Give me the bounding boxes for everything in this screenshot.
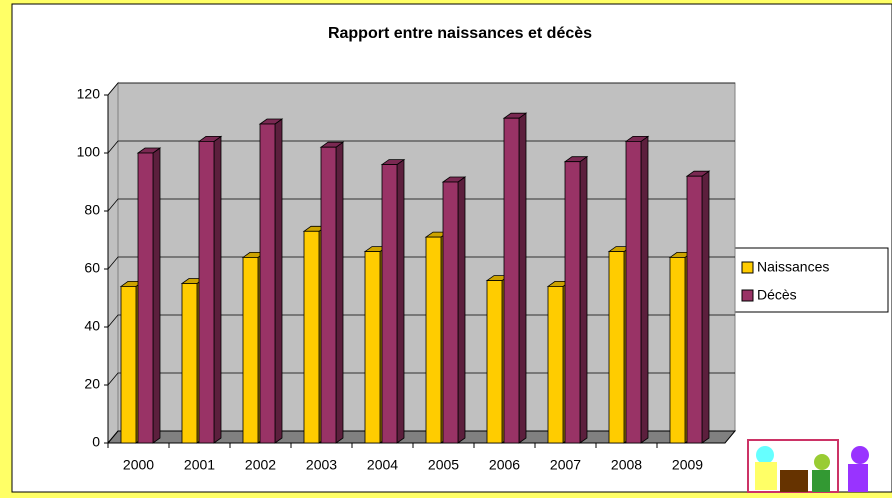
bar	[442, 181, 459, 444]
bar	[381, 164, 398, 444]
grid-line	[107, 430, 735, 444]
bar	[669, 256, 686, 444]
bar	[242, 256, 259, 444]
bar-side	[640, 135, 649, 444]
bar-side	[335, 141, 344, 444]
bar	[137, 152, 154, 444]
y-tick-label: 40	[84, 318, 100, 334]
bar	[425, 236, 442, 444]
bar-side	[579, 155, 588, 444]
grid-line	[107, 198, 735, 212]
bar	[486, 280, 503, 444]
bar	[120, 285, 137, 444]
x-tick-label: 2008	[611, 457, 642, 473]
bar	[608, 251, 625, 444]
bar	[198, 140, 215, 444]
y-tick-label: 80	[84, 202, 100, 218]
x-tick-label: 2004	[367, 457, 398, 473]
grid-line	[107, 314, 735, 328]
y-tick-label: 60	[84, 260, 100, 276]
x-tick-label: 2001	[184, 457, 215, 473]
y-tick-label: 120	[77, 86, 101, 102]
x-tick-label: 2003	[306, 457, 337, 473]
chart-title: Rapport entre naissances et décès	[328, 25, 592, 42]
x-tick-label: 2009	[672, 457, 703, 473]
grid-line	[107, 82, 735, 96]
bar-side	[701, 170, 710, 444]
bar-side	[213, 135, 222, 444]
bar	[259, 123, 276, 444]
bar-side	[457, 176, 466, 444]
grid-line	[107, 140, 735, 154]
bar	[503, 117, 520, 444]
bar	[564, 161, 581, 444]
bar	[303, 230, 320, 444]
bar	[364, 251, 381, 444]
y-tick-label: 20	[84, 376, 100, 392]
x-tick-label: 2000	[123, 457, 154, 473]
x-tick-label: 2007	[550, 457, 581, 473]
bar-side	[274, 118, 283, 444]
bar	[320, 146, 337, 444]
legend-swatch	[741, 289, 754, 302]
legend-swatch	[741, 261, 754, 274]
legend-label: Décès	[757, 287, 797, 303]
legend-label: Naissances	[757, 259, 829, 275]
x-tick-label: 2006	[489, 457, 520, 473]
grid-line	[107, 256, 735, 270]
bar	[625, 140, 642, 444]
bar-side	[152, 147, 161, 444]
bar-side	[396, 158, 405, 444]
grid-line	[107, 372, 735, 386]
y-tick-label: 100	[77, 144, 101, 160]
x-tick-label: 2005	[428, 457, 459, 473]
bar	[547, 285, 564, 444]
x-tick-label: 2002	[245, 457, 276, 473]
bar-side	[518, 112, 527, 444]
bar	[181, 283, 198, 444]
bar	[686, 175, 703, 444]
logo	[747, 439, 869, 493]
y-tick-label: 0	[92, 434, 100, 450]
